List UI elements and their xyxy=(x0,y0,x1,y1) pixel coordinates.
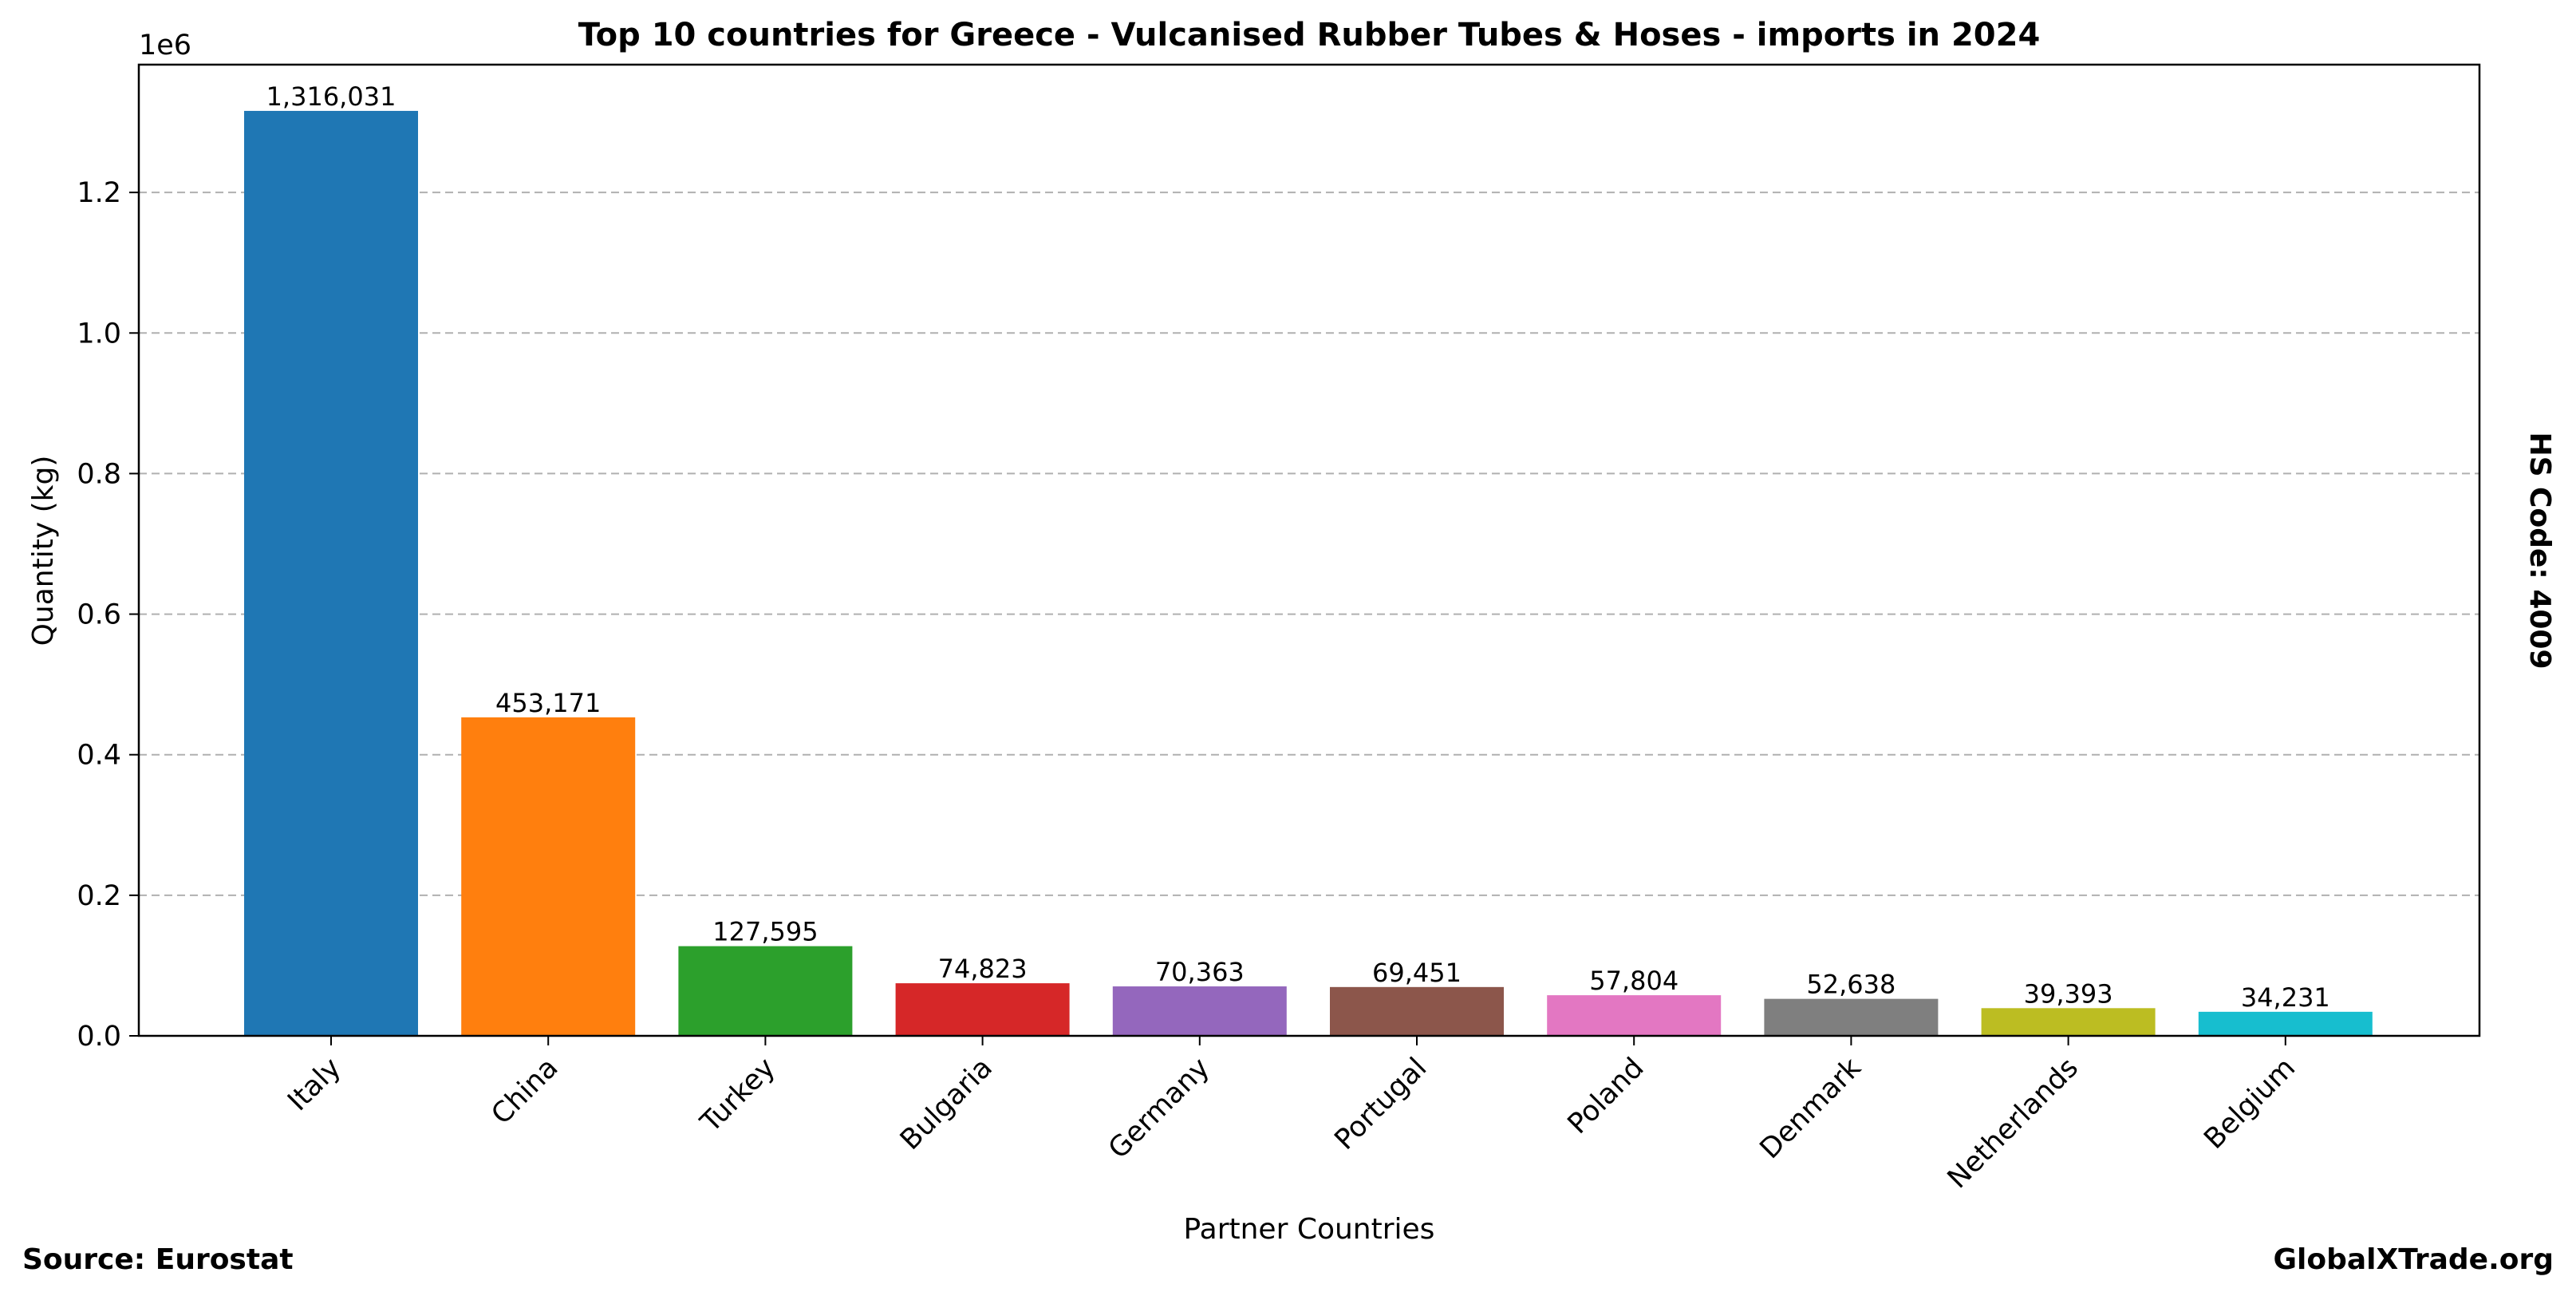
x-axis-label: Partner Countries xyxy=(1184,1213,1435,1246)
chart-title: Top 10 countries for Greece - Vulcanised… xyxy=(578,17,2041,53)
bar-poland xyxy=(1547,995,1722,1036)
y-tick-label: 0.2 xyxy=(77,880,121,912)
x-tick-label: Netherlands xyxy=(1942,1052,2085,1195)
x-tick-label: Turkey xyxy=(694,1052,782,1140)
bar-value-label: 74,823 xyxy=(938,954,1028,984)
x-tick-label: Bulgaria xyxy=(894,1052,999,1156)
y-axis-offset-label: 1e6 xyxy=(139,30,191,61)
bars xyxy=(244,110,2373,1036)
bar-value-label: 39,393 xyxy=(2024,978,2113,1009)
bar-value-label: 57,804 xyxy=(1589,966,1679,996)
y-tick-label: 0.6 xyxy=(77,599,121,631)
bar-value-label: 453,171 xyxy=(495,688,601,718)
site-label: GlobalXTrade.org xyxy=(2273,1243,2554,1276)
bar-value-labels: 1,316,031 453,171 127,595 74,823 70,363 69,45… xyxy=(266,81,2330,1013)
x-tick-label: Denmark xyxy=(1754,1052,1868,1166)
x-tick-label: China xyxy=(486,1052,565,1131)
y-tick-label: 0.0 xyxy=(77,1021,121,1053)
y-tick-label: 1.0 xyxy=(77,318,121,350)
hs-code-label: HS Code: 4009 xyxy=(2523,432,2556,669)
y-axis-label: Quantity (kg) xyxy=(27,456,60,646)
y-tick-label: 0.4 xyxy=(77,740,121,772)
bar-netherlands xyxy=(1981,1008,2156,1036)
y-tick-label: 0.8 xyxy=(77,458,121,490)
x-tick-label: Italy xyxy=(282,1052,347,1117)
y-tick-label: 1.2 xyxy=(77,177,121,209)
bar-value-label: 70,363 xyxy=(1155,957,1245,987)
bar-china xyxy=(461,717,636,1036)
bar-value-label: 69,451 xyxy=(1372,958,1462,988)
bar-turkey xyxy=(678,946,853,1036)
bar-value-label: 52,638 xyxy=(1806,970,1896,1000)
bar-denmark xyxy=(1764,998,1939,1036)
source-label: Source: Eurostat xyxy=(22,1243,294,1276)
x-tick-label: Germany xyxy=(1103,1052,1216,1165)
bar-germany xyxy=(1112,986,1287,1036)
x-tick-label: Belgium xyxy=(2198,1052,2302,1156)
x-tick-label: Poland xyxy=(1562,1052,1651,1140)
bar-value-label: 127,595 xyxy=(712,917,818,947)
bar-value-label: 34,231 xyxy=(2241,982,2330,1013)
bar-belgium xyxy=(2198,1011,2373,1036)
plot-frame xyxy=(137,63,2481,1037)
bar-value-label: 1,316,031 xyxy=(266,81,396,112)
bar-bulgaria xyxy=(895,983,1070,1036)
bar-italy xyxy=(244,110,418,1036)
x-tick-label: Portugal xyxy=(1329,1052,1434,1156)
bar-portugal xyxy=(1330,986,1504,1036)
